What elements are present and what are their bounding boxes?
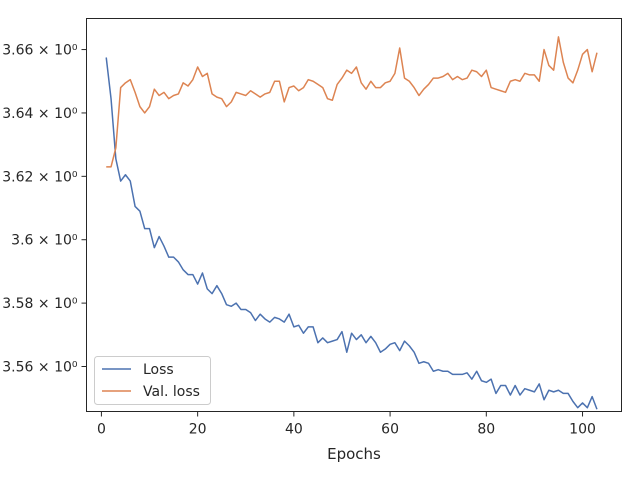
x-tick-label: 60 — [381, 422, 399, 438]
x-tick-label: 20 — [189, 422, 207, 438]
legend-label-loss: Loss — [143, 362, 174, 378]
y-tick-label: 3.56 × 10⁰ — [2, 359, 78, 375]
y-tick-label: 3.64 × 10⁰ — [2, 106, 78, 122]
y-tick-label: 3.6 × 10⁰ — [11, 233, 78, 249]
y-tick-label: 3.62 × 10⁰ — [2, 169, 78, 185]
series-line-val-loss — [106, 36, 598, 168]
y-axis: 3.56 × 10⁰ 3.58 × 10⁰ 3.6 × 10⁰ 3.62 × 10⁰ 3… — [2, 43, 87, 375]
plot-frame — [86, 18, 622, 412]
legend-label-val-loss: Val. loss — [143, 384, 200, 400]
x-tick-label: 40 — [285, 422, 303, 438]
x-tick-label: 100 — [569, 422, 596, 438]
y-tick-label: 3.58 × 10⁰ — [2, 296, 78, 312]
x-tick-label: 0 — [97, 422, 106, 438]
series-line-loss — [105, 57, 598, 410]
x-tick-label: 80 — [477, 422, 495, 438]
x-axis: 0 20 40 60 80 100 — [97, 411, 596, 438]
x-axis-label: Epochs — [327, 445, 381, 463]
series-layer — [105, 36, 598, 410]
legend: Loss Val. loss — [94, 356, 211, 405]
y-tick-label: 3.66 × 10⁰ — [2, 43, 78, 59]
